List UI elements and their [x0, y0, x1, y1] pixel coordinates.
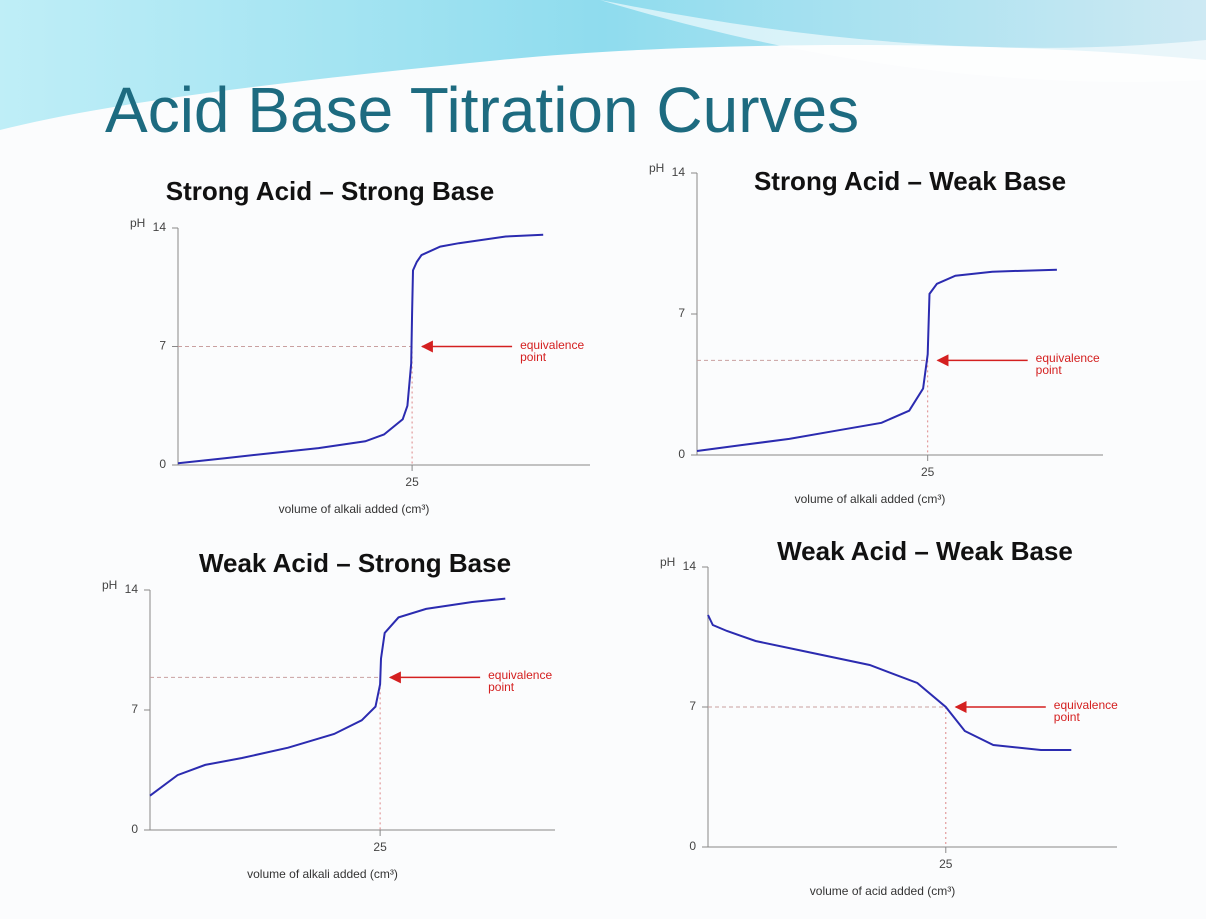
y-tick-label: 7 [689, 699, 696, 713]
y-tick-label: 7 [159, 339, 166, 353]
equivalence-label: equivalence point [1036, 352, 1100, 376]
x-tick-label: 25 [921, 465, 935, 479]
y-tick-label: 0 [131, 822, 138, 836]
y-axis-label: pH [649, 161, 664, 175]
y-tick-label: 14 [125, 582, 139, 596]
y-axis-label: pH [102, 578, 117, 592]
equivalence-label: equivalence point [488, 669, 552, 693]
chart-title: Weak Acid – Strong Base [199, 548, 511, 578]
equivalence-annotation: equivalence point [1036, 352, 1116, 382]
x-axis-label: volume of acid added (cm³) [810, 884, 955, 898]
y-axis-label: pH [130, 216, 145, 230]
slide-title: Acid Base Titration Curves [105, 74, 859, 146]
chart-title: Strong Acid – Strong Base [166, 176, 494, 206]
x-axis-label: volume of alkali added (cm³) [247, 867, 398, 881]
x-tick-label: 25 [373, 840, 387, 854]
x-axis-label: volume of alkali added (cm³) [795, 492, 946, 506]
chart-title: Strong Acid – Weak Base [754, 166, 1066, 196]
y-tick-label: 0 [678, 447, 685, 461]
equivalence-annotation: equivalence point [1054, 699, 1134, 729]
y-tick-label: 14 [672, 165, 686, 179]
equivalence-annotation: equivalence point [520, 339, 600, 369]
x-axis-label: volume of alkali added (cm³) [279, 502, 430, 516]
x-tick-label: 25 [939, 857, 953, 871]
y-tick-label: 0 [689, 839, 696, 853]
chart-title: Weak Acid – Weak Base [777, 536, 1073, 566]
y-tick-label: 14 [153, 220, 167, 234]
x-tick-label: 25 [405, 475, 419, 489]
equivalence-label: equivalence point [520, 339, 584, 363]
y-tick-label: 7 [131, 702, 138, 716]
y-axis-label: pH [660, 555, 675, 569]
y-tick-label: 0 [159, 457, 166, 471]
slide: Acid Base Titration Curves Strong Acid –… [0, 0, 1206, 919]
y-tick-label: 14 [683, 559, 697, 573]
equivalence-annotation: equivalence point [488, 669, 568, 699]
equivalence-label: equivalence point [1054, 699, 1118, 723]
y-tick-label: 7 [678, 306, 685, 320]
